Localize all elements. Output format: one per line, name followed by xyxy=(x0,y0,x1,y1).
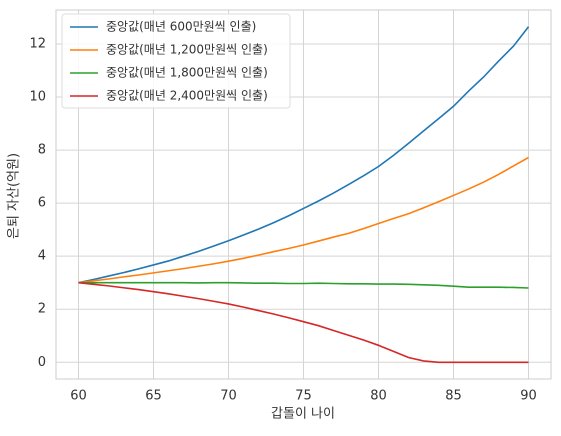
legend-label: 중앙값(매년 1,200만원씩 인출) xyxy=(106,43,268,57)
x-tick-label: 70 xyxy=(220,389,237,404)
x-tick-label: 90 xyxy=(520,389,537,404)
y-tick-label: 4 xyxy=(38,249,46,264)
legend: 중앙값(매년 600만원씩 인출) 중앙값(매년 1,200만원씩 인출) 중앙값(… xyxy=(61,13,291,109)
line-series xyxy=(78,281,529,364)
legend-label: 중앙값(매년 1,800만원씩 인출) xyxy=(106,66,268,80)
x-tick-label: 60 xyxy=(70,389,87,404)
y-tick-label: 6 xyxy=(38,196,46,211)
x-axis-label: 갑돌이 나이 xyxy=(271,407,335,422)
y-tick-label: 8 xyxy=(38,143,46,158)
legend-label: 중앙값(매년 2,400만원씩 인출) xyxy=(106,89,268,103)
x-tick-label: 85 xyxy=(445,389,462,404)
line-series xyxy=(78,281,529,289)
x-tick-label: 65 xyxy=(145,389,162,404)
line-series xyxy=(78,26,530,284)
legend-label: 중앙값(매년 600만원씩 인출) xyxy=(106,20,256,34)
y-tick-label: 10 xyxy=(29,90,46,105)
y-tick-label: 12 xyxy=(29,36,46,51)
x-tick-label: 80 xyxy=(370,389,387,404)
legend-box xyxy=(61,13,291,109)
plot-frame xyxy=(55,9,552,380)
line-series xyxy=(78,156,529,284)
y-tick-label: 2 xyxy=(38,302,46,317)
y-axis-label: 은퇴 자산(억원) xyxy=(7,153,22,239)
x-tick-label: 75 xyxy=(295,389,312,404)
y-tick-label: 0 xyxy=(38,355,46,370)
